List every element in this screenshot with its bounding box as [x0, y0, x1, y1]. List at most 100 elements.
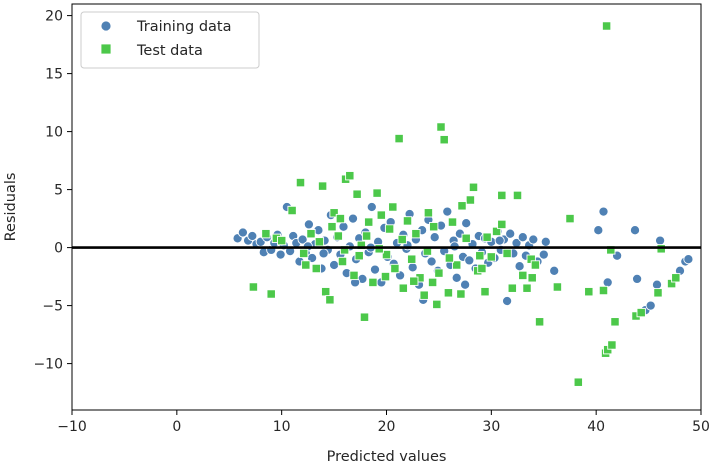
training-point — [593, 225, 604, 236]
test-point — [299, 248, 309, 259]
test-point — [327, 222, 337, 232]
test-point — [598, 285, 609, 296]
y-tick-label: 5 — [54, 183, 63, 199]
test-point — [337, 256, 348, 267]
training-point — [538, 249, 549, 260]
x-axis-ticks: −10 0 10 20 30 40 50 — [57, 410, 710, 435]
test-point — [306, 229, 316, 239]
test-point — [434, 268, 444, 278]
test-point — [527, 273, 537, 283]
plot-area — [72, 21, 701, 387]
test-point — [295, 177, 306, 188]
test-points — [248, 21, 681, 387]
training-point — [442, 206, 453, 217]
test-point — [381, 249, 392, 260]
x-tick-label: 0 — [172, 419, 181, 435]
training-point — [517, 232, 528, 243]
test-point — [507, 283, 517, 293]
test-point — [361, 231, 372, 241]
training-point — [329, 259, 340, 271]
y-tick-label: 10 — [45, 125, 63, 141]
legend-training-label: Training data — [136, 19, 231, 35]
training-point — [369, 264, 381, 275]
test-point — [301, 260, 311, 270]
test-point — [380, 271, 391, 282]
test-point — [384, 224, 395, 234]
test-point — [480, 287, 490, 297]
training-point — [655, 235, 666, 246]
legend-test-marker — [100, 43, 112, 55]
test-point — [311, 263, 321, 274]
test-point — [497, 219, 507, 230]
training-point — [651, 279, 663, 290]
test-point — [427, 277, 438, 288]
training-point — [540, 236, 551, 247]
test-point — [248, 282, 259, 292]
test-point — [653, 288, 663, 298]
test-point — [522, 283, 532, 293]
training-point — [514, 261, 525, 272]
test-point — [376, 210, 386, 220]
test-point — [456, 289, 466, 299]
test-point — [601, 21, 612, 31]
test-point — [352, 189, 362, 199]
x-tick-label: 10 — [273, 419, 291, 435]
training-point — [645, 300, 656, 311]
training-point — [297, 234, 308, 245]
x-tick-label: 30 — [482, 419, 500, 435]
test-point — [333, 231, 343, 241]
test-point — [372, 188, 382, 198]
training-point — [237, 227, 248, 238]
test-point — [364, 217, 374, 227]
test-point — [335, 213, 346, 224]
test-point — [432, 299, 442, 310]
test-point — [447, 217, 458, 227]
test-point — [390, 263, 400, 274]
y-axis-label: Residuals — [3, 173, 19, 242]
training-point — [338, 221, 349, 232]
x-axis-label: Predicted values — [327, 449, 447, 465]
test-point — [261, 229, 271, 239]
test-point — [402, 216, 413, 226]
test-point — [584, 287, 594, 297]
test-point — [368, 277, 378, 288]
test-point — [491, 226, 502, 237]
test-point — [443, 288, 454, 298]
training-point — [461, 218, 472, 229]
training-point — [460, 279, 471, 290]
training-point — [549, 265, 560, 276]
x-tick-label: 50 — [692, 419, 710, 435]
training-point — [429, 232, 440, 243]
test-point — [512, 190, 523, 201]
y-tick-label: 15 — [45, 67, 63, 83]
test-point — [439, 135, 449, 145]
test-point — [419, 290, 429, 300]
test-point — [497, 190, 507, 201]
training-point — [275, 249, 286, 260]
y-tick-label: −5 — [42, 299, 63, 315]
test-point — [468, 182, 479, 192]
training-point — [602, 277, 613, 288]
test-point — [610, 317, 620, 327]
test-point — [423, 208, 434, 218]
training-point — [464, 255, 475, 266]
test-point — [444, 253, 455, 263]
training-point — [407, 262, 418, 273]
x-tick-label: −10 — [57, 419, 87, 435]
test-point — [356, 240, 366, 250]
test-point — [436, 122, 446, 132]
test-point — [321, 287, 331, 297]
legend-training-marker — [100, 20, 112, 32]
test-point — [607, 340, 617, 350]
training-point — [451, 272, 462, 283]
test-point — [349, 270, 359, 281]
training-point — [598, 206, 609, 217]
test-point — [398, 283, 408, 293]
test-point — [429, 222, 439, 232]
test-point — [502, 248, 512, 259]
test-point — [461, 233, 471, 243]
x-tick-label: 20 — [378, 419, 396, 435]
test-point — [457, 201, 467, 211]
training-point — [528, 234, 539, 245]
